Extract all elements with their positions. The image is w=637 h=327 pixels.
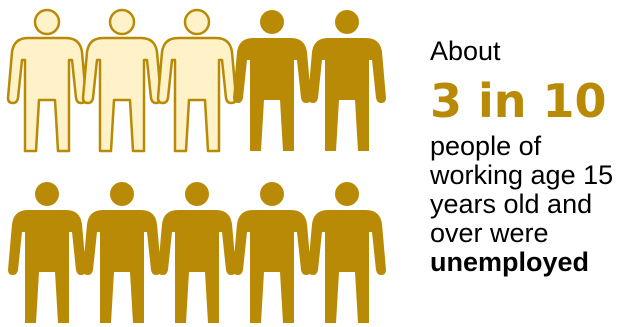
person-icon [6, 180, 88, 325]
description-line: over were [430, 218, 549, 248]
description-line: years old and [430, 189, 593, 219]
person-icon [156, 180, 238, 325]
people-grid [6, 8, 396, 324]
person-icon [306, 8, 388, 153]
description-line: working age 15 [430, 160, 614, 190]
person-icon [306, 180, 388, 325]
intro-text: About [430, 36, 501, 66]
person-icon [81, 8, 163, 153]
person-icon [6, 8, 88, 153]
emphasis-text: unemployed [430, 247, 590, 277]
stat-text-block: About 3 in 10 people of working age 15 y… [430, 36, 635, 277]
person-icon [231, 8, 313, 153]
person-icon [156, 8, 238, 153]
stat-figure: 3 in 10 [430, 74, 607, 128]
description-line: people of [430, 131, 542, 161]
person-icon [231, 180, 313, 325]
person-icon [81, 180, 163, 325]
